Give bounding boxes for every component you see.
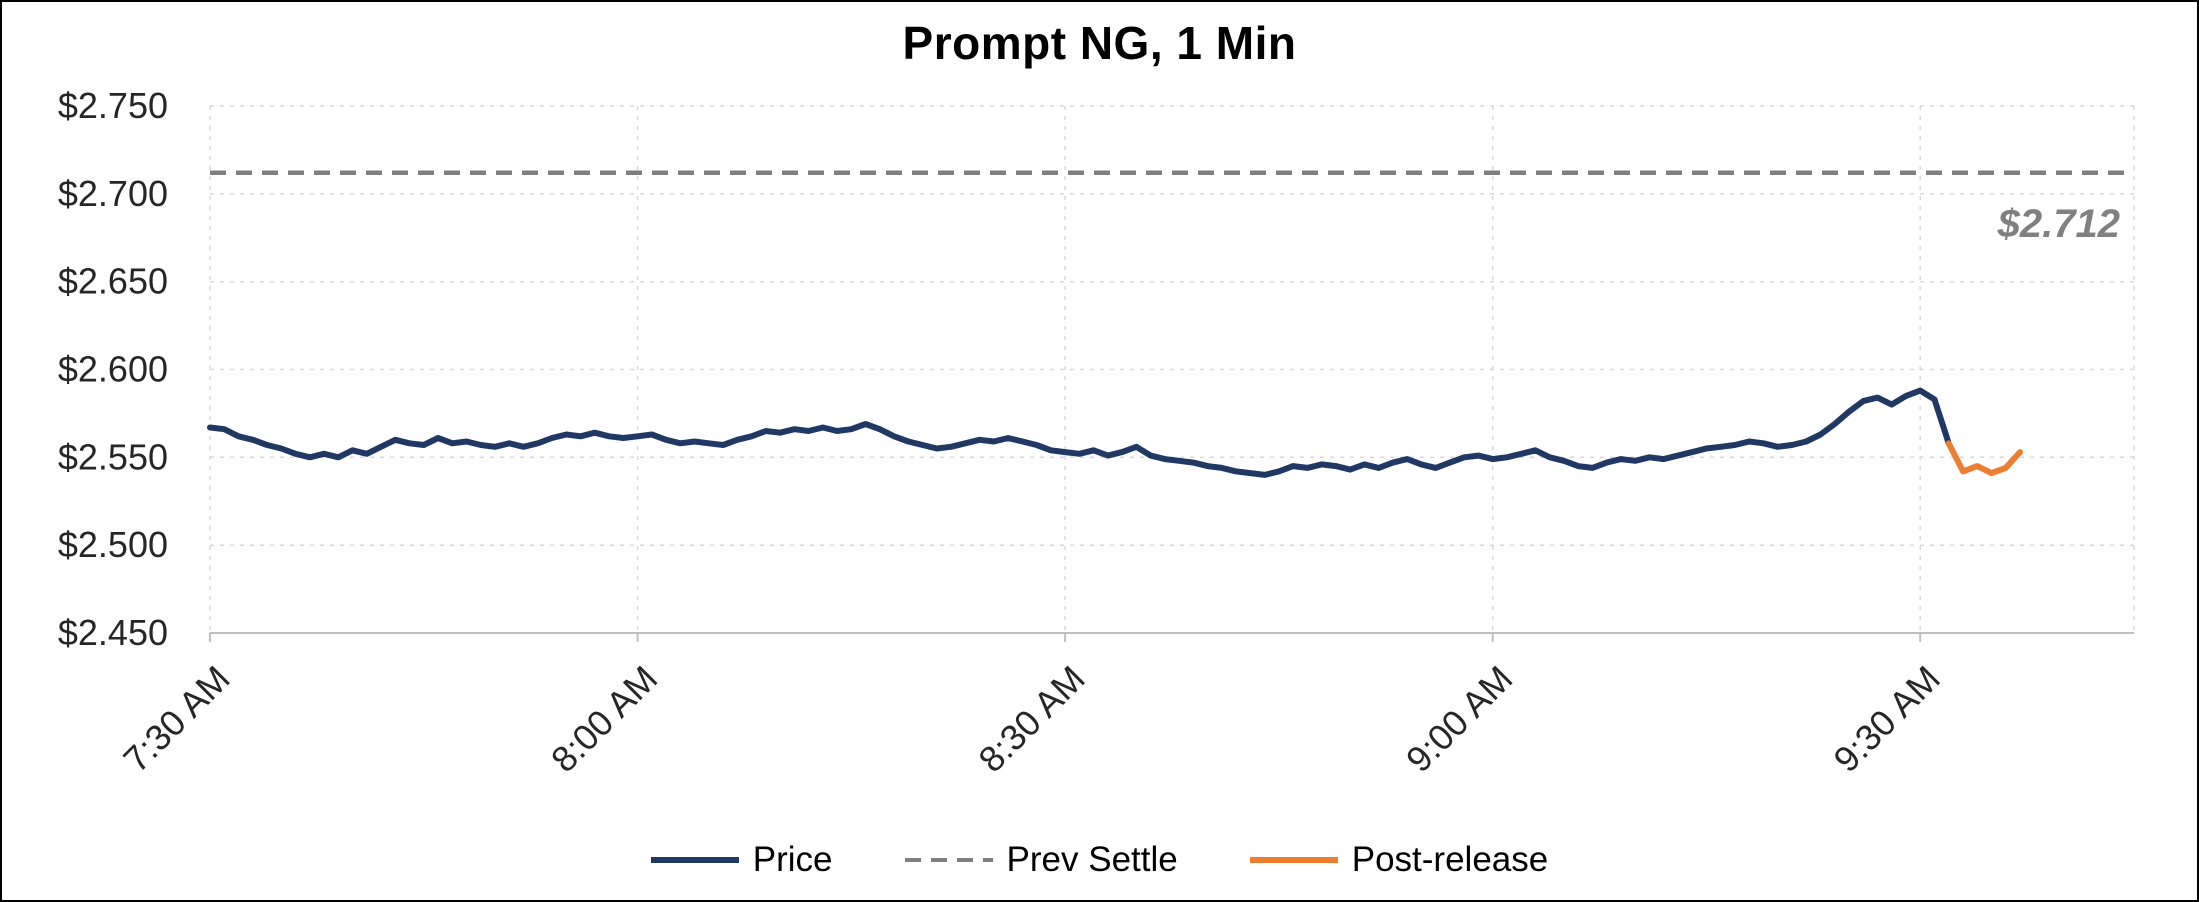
y-axis-tick-label: $2.500 bbox=[58, 524, 168, 565]
price-line bbox=[207, 387, 1952, 478]
legend-item-prev-settle: Prev Settle bbox=[904, 840, 1178, 880]
legend-item-price: Price bbox=[650, 840, 833, 880]
y-axis-tick-label: $2.750 bbox=[58, 85, 168, 126]
legend-label-price: Price bbox=[752, 840, 833, 879]
y-axis-tick-label: $2.700 bbox=[58, 173, 168, 214]
y-axis-tick-label: $2.600 bbox=[58, 349, 168, 390]
y-axis-tick-label: $2.450 bbox=[58, 612, 168, 653]
legend-item-post-release: Post-release bbox=[1249, 840, 1549, 880]
post-release-line bbox=[1945, 440, 2023, 477]
x-axis-tick-label: 8:30 AM bbox=[970, 658, 1092, 780]
prev-settle-value-annotation: $2.712 bbox=[1997, 202, 2120, 246]
legend-label-post-release: Post-release bbox=[1351, 840, 1549, 879]
price-line-sample-icon bbox=[650, 857, 739, 863]
legend-label-prev-settle: Prev Settle bbox=[1006, 840, 1178, 879]
x-axis-tick-label: 9:00 AM bbox=[1398, 658, 1520, 780]
x-axis-tick-label: 7:30 AM bbox=[115, 658, 237, 780]
prev-settle-line-sample-icon bbox=[904, 858, 993, 862]
x-axis-tick-label: 9:30 AM bbox=[1825, 658, 1947, 780]
chart-legend: Price Prev Settle Post-release bbox=[2, 840, 2197, 880]
post-release-line-sample-icon bbox=[1249, 857, 1338, 863]
x-axis-tick-label: 8:00 AM bbox=[543, 658, 665, 780]
y-axis-tick-label: $2.550 bbox=[58, 436, 168, 477]
chart-title: Prompt NG, 1 Min bbox=[902, 17, 1297, 69]
y-axis-tick-label: $2.650 bbox=[58, 261, 168, 302]
